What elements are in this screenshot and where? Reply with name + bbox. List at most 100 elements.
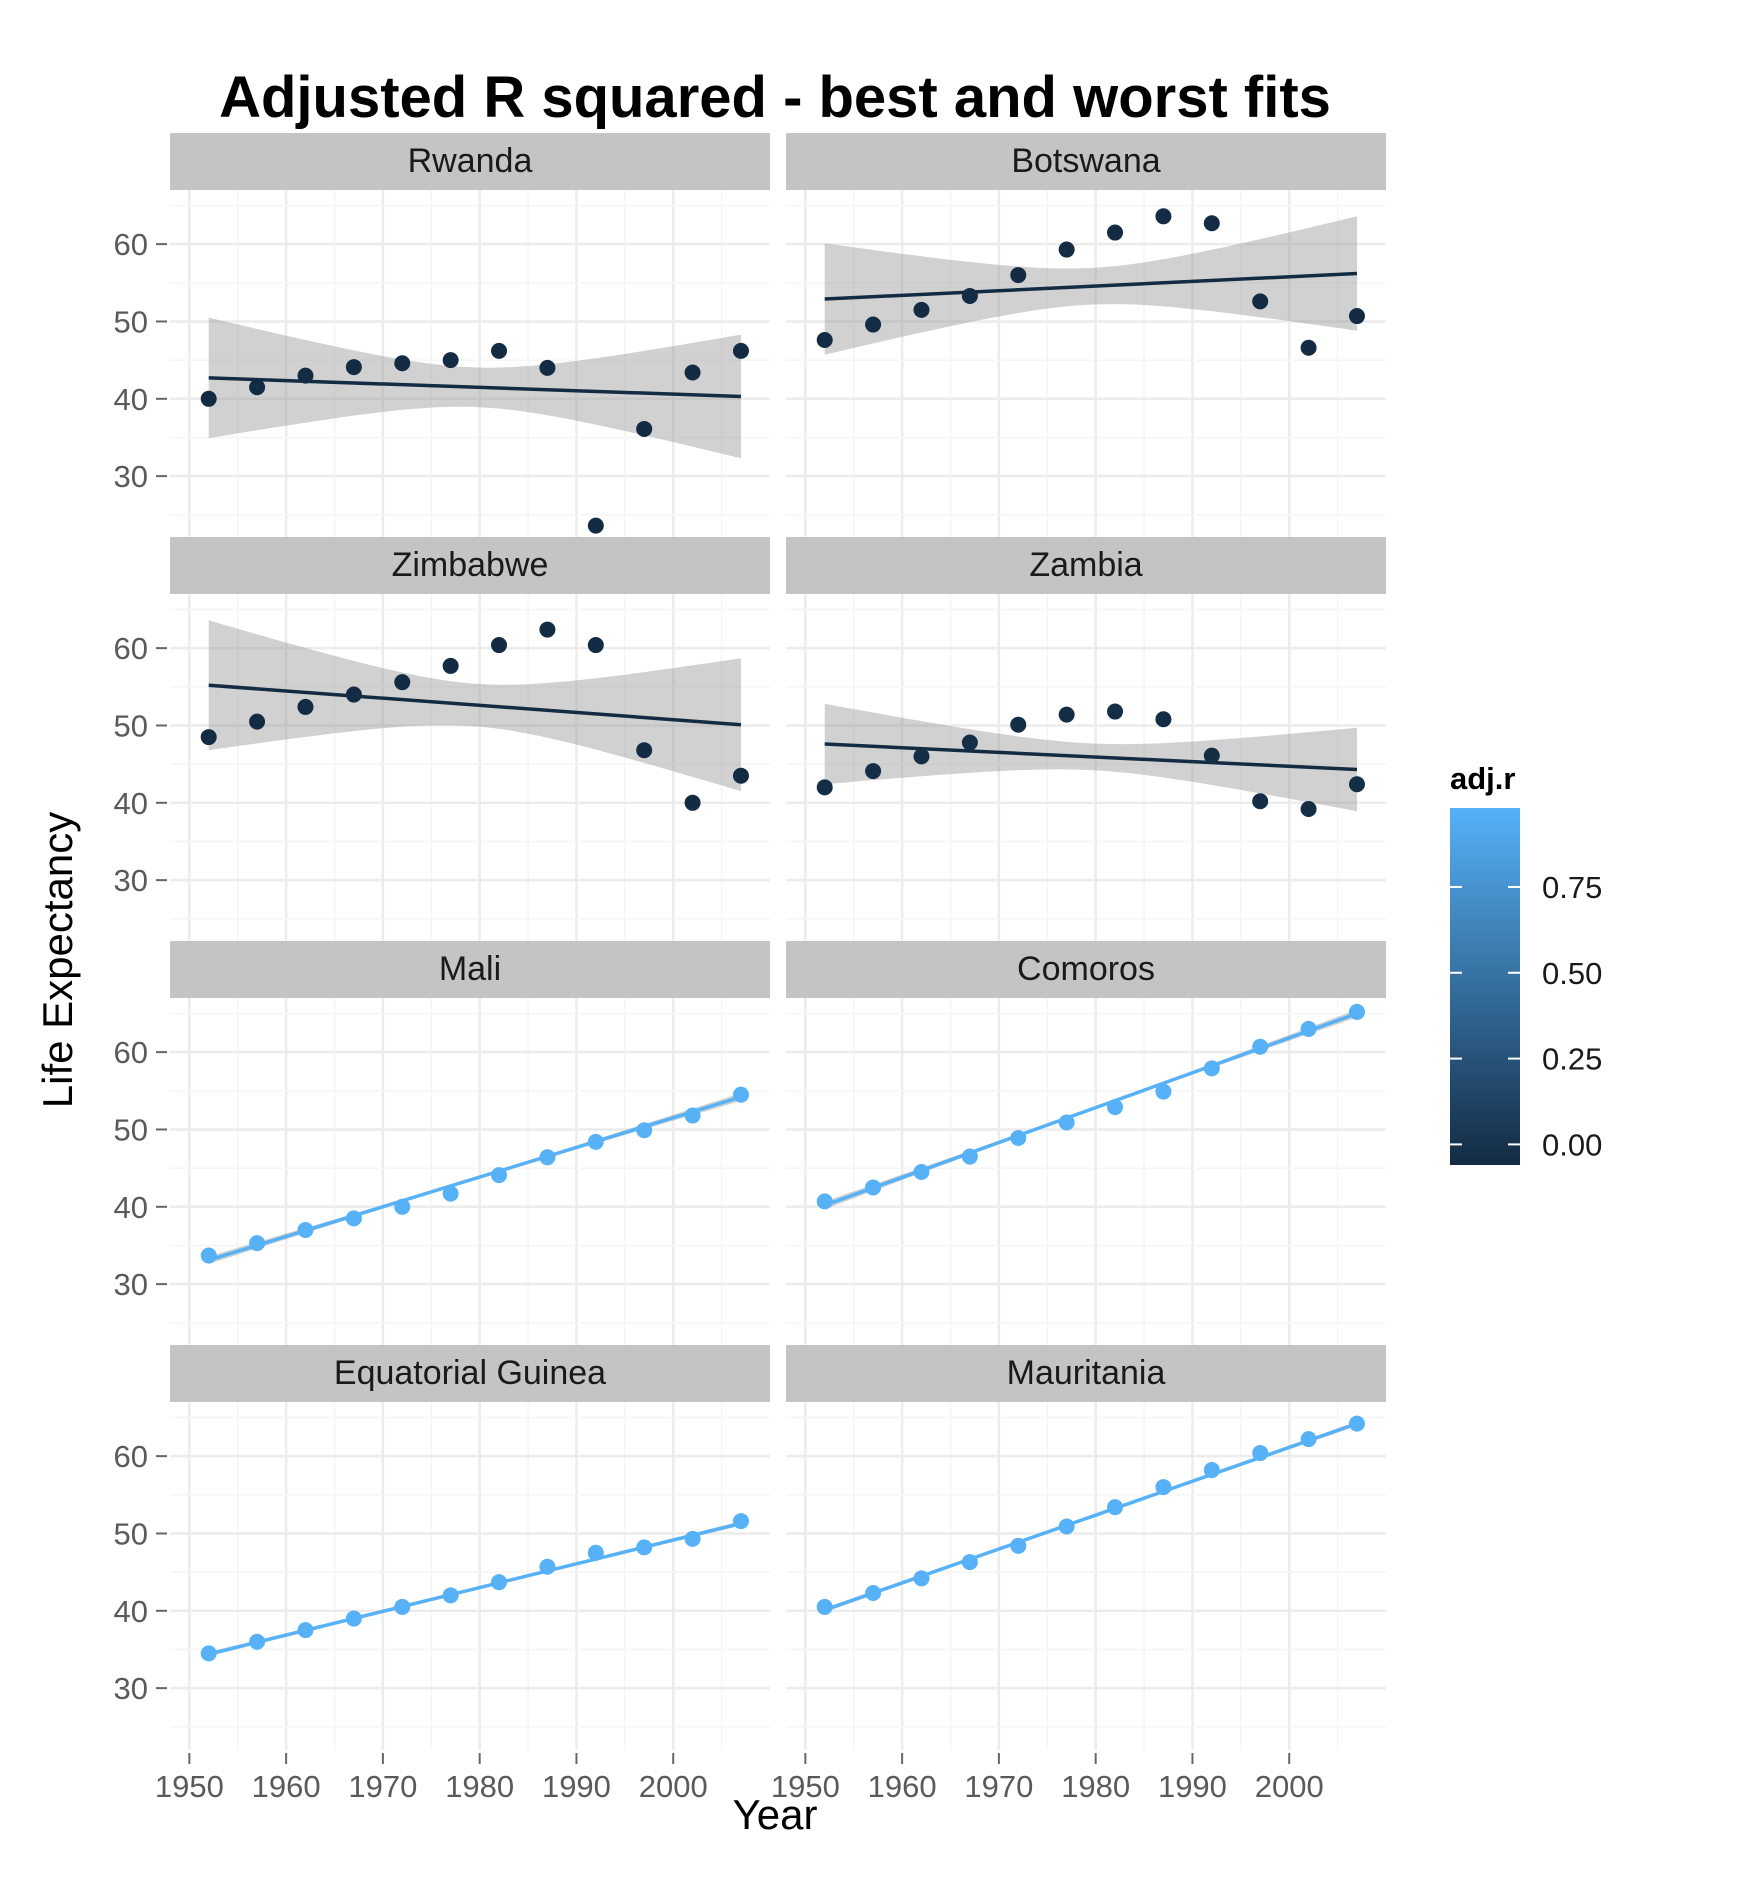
data-point: [1203, 747, 1220, 764]
data-point: [1010, 267, 1027, 284]
y-tick-label: 60: [114, 227, 148, 262]
data-point: [1300, 1020, 1317, 1037]
data-point: [913, 1164, 930, 1180]
x-tick-label: 1950: [771, 1769, 840, 1804]
facet-strip: [170, 537, 770, 594]
y-tick-label: 40: [114, 1594, 148, 1629]
fit-line: [824, 1422, 1358, 1612]
data-point: [539, 1558, 556, 1575]
data-point: [442, 1185, 459, 1202]
data-point: [816, 779, 833, 796]
data-point: [816, 332, 833, 349]
data-point: [539, 1149, 556, 1166]
facet-strip: [170, 941, 770, 998]
facet-panel: Equatorial Guinea 30 40 50 60: [114, 1345, 770, 1750]
data-point: [684, 1107, 701, 1124]
data-point: [442, 1587, 459, 1604]
facet-strip: [786, 1345, 1386, 1402]
x-tick-label: 1970: [964, 1769, 1033, 1804]
data-point: [913, 748, 930, 765]
data-point: [1010, 716, 1027, 733]
facet-strip: [170, 133, 770, 190]
data-point: [297, 698, 314, 715]
data-point: [491, 342, 508, 359]
data-point: [1058, 1114, 1075, 1131]
data-point: [587, 1133, 604, 1150]
x-tick-label: 1960: [252, 1769, 321, 1804]
x-tick-label: 1970: [348, 1769, 417, 1804]
panel-background: [786, 998, 1386, 1346]
data-point: [442, 352, 459, 369]
data-point: [636, 1122, 653, 1139]
data-point: [913, 301, 930, 318]
panel-background: [786, 594, 1386, 942]
data-point: [587, 637, 604, 654]
data-point: [249, 713, 266, 730]
data-point: [1348, 776, 1365, 793]
y-tick-label: 40: [114, 382, 148, 417]
data-point: [1252, 793, 1269, 810]
data-point: [394, 1598, 411, 1615]
data-point: [1203, 1462, 1220, 1479]
data-point: [491, 1574, 508, 1591]
facet-panel: Botswana: [786, 133, 1386, 538]
x-axis: 1950 1960 1970 1980 1990 2000 1950 1960 1970 1980…: [155, 1753, 1324, 1804]
facet-strip-label: Zimbabwe: [392, 546, 549, 584]
x-tick-label: 2000: [1255, 1769, 1324, 1804]
data-point: [913, 1570, 930, 1587]
chart-title: Adjusted R squared - best and worst fits: [219, 65, 1331, 130]
y-tick-label: 30: [114, 459, 148, 494]
panel-background: [170, 190, 770, 538]
data-point: [732, 1513, 749, 1530]
data-point: [345, 1210, 362, 1227]
y-tick-label: 40: [114, 786, 148, 821]
y-tick-label: 30: [114, 1267, 148, 1302]
facet-panels: Rwanda 30 40 50 60 Botswana Zimbabwe 30 40 50 60 Za…: [114, 133, 1386, 1750]
data-point: [732, 1086, 749, 1103]
data-point: [1155, 711, 1172, 728]
legend-tick-label: 0.75: [1542, 870, 1602, 905]
y-tick-label: 30: [114, 863, 148, 898]
y-tick-label: 50: [114, 708, 148, 743]
panel-background: [170, 594, 770, 942]
facet-strip-label: Zambia: [1029, 546, 1142, 584]
data-point: [636, 742, 653, 759]
data-point: [1010, 1129, 1027, 1146]
data-point: [1203, 1060, 1220, 1077]
data-point: [816, 1598, 833, 1615]
data-point: [297, 1222, 314, 1238]
data-point: [345, 359, 362, 376]
y-tick-label: 50: [114, 1112, 148, 1147]
data-point: [961, 287, 978, 304]
data-point: [1252, 1445, 1269, 1462]
fit-line: [824, 271, 1358, 301]
data-point: [442, 657, 459, 674]
data-point: [961, 734, 978, 751]
facet-panel: Zambia: [786, 537, 1386, 942]
x-tick-label: 1960: [868, 1769, 937, 1804]
data-point: [961, 1554, 978, 1571]
panel-background: [170, 1402, 770, 1750]
facet-panel: Rwanda 30 40 50 60: [114, 133, 770, 538]
data-point: [345, 1610, 362, 1627]
x-tick-label: 1980: [1061, 1769, 1130, 1804]
data-point: [345, 686, 362, 703]
legend-tick-label: 0.50: [1542, 956, 1602, 991]
y-tick-label: 40: [114, 1190, 148, 1225]
data-point: [1107, 224, 1124, 241]
x-tick-label: 1990: [542, 1769, 611, 1804]
data-point: [865, 1585, 882, 1602]
y-axis-title: Life Expectancy: [34, 812, 81, 1109]
fit-line: [824, 1011, 1358, 1207]
facet-strip: [786, 537, 1386, 594]
data-point: [1155, 1479, 1172, 1496]
facet-strip-label: Rwanda: [408, 142, 533, 180]
data-point: [394, 355, 411, 372]
data-point: [1155, 1083, 1172, 1100]
data-point: [1107, 1499, 1124, 1516]
data-point: [865, 316, 882, 333]
facet-panel: Mauritania: [786, 1345, 1386, 1750]
data-point: [1300, 339, 1317, 356]
facet-strip-label: Equatorial Guinea: [334, 1354, 606, 1392]
y-tick-label: 60: [114, 631, 148, 666]
